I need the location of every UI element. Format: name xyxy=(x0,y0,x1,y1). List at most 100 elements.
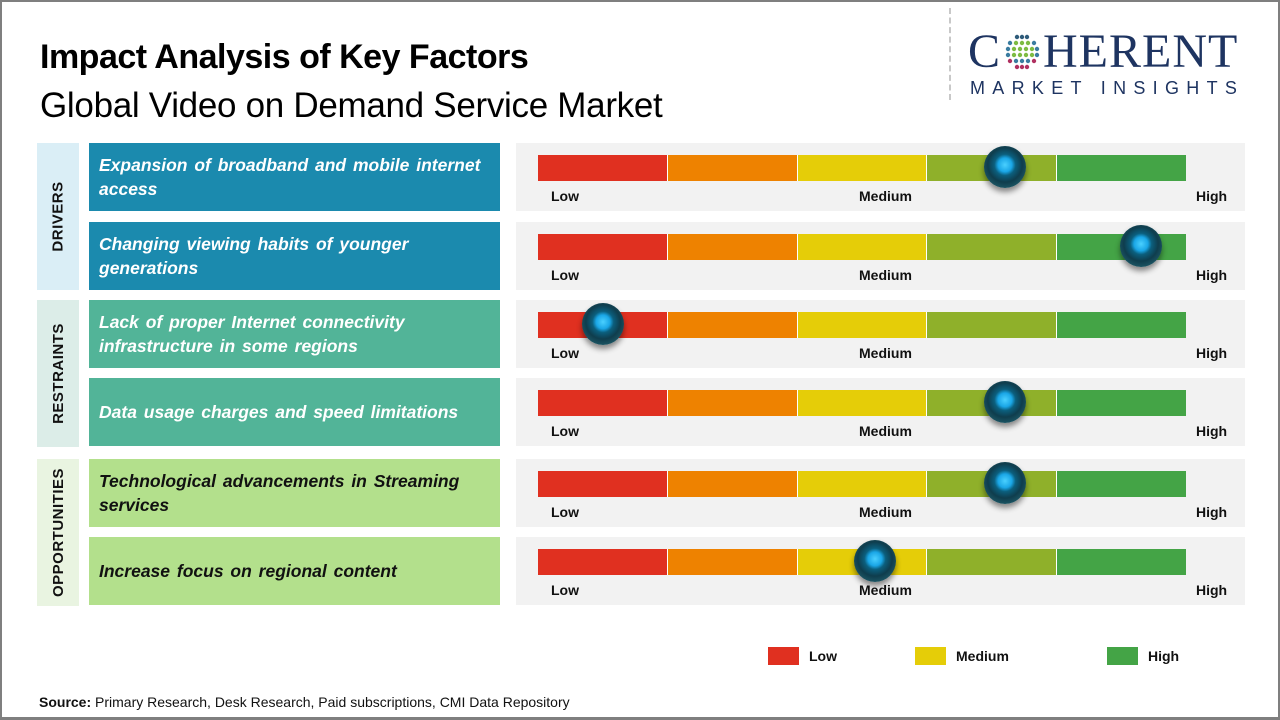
factor-box: Data usage charges and speed limitations xyxy=(89,378,500,446)
impact-meter: Low Medium High xyxy=(516,378,1245,446)
scale-segment xyxy=(797,390,928,416)
scale-segment xyxy=(797,155,928,181)
legend-item-high: High xyxy=(1107,647,1179,665)
scale-segment xyxy=(538,471,668,497)
scale-label-low: Low xyxy=(551,582,579,598)
scale-segment xyxy=(538,155,668,181)
scale-label-medium: Medium xyxy=(859,345,912,361)
scale-label-high: High xyxy=(1196,267,1228,283)
scale-label-low: Low xyxy=(551,423,579,439)
legend-swatch xyxy=(1107,647,1138,665)
factor-box: Expansion of broadband and mobile intern… xyxy=(89,143,500,211)
scale-segment xyxy=(667,312,798,338)
globe-dot xyxy=(1019,40,1025,46)
globe-dot xyxy=(1017,46,1023,52)
factor-text: Technological advancements in Streaming … xyxy=(99,471,460,515)
category-opportunities: OPPORTUNITIES xyxy=(37,459,79,606)
scale-segment xyxy=(667,155,798,181)
scale-label-medium: Medium xyxy=(859,582,912,598)
impact-scale-bar xyxy=(538,471,1186,497)
globe-dot xyxy=(1007,58,1013,64)
scale-label-high: High xyxy=(1196,582,1228,598)
factor-text: Increase focus on regional content xyxy=(99,561,397,581)
scale-segment xyxy=(797,234,928,260)
page-subtitle: Global Video on Demand Service Market xyxy=(40,86,663,125)
category-drivers: DRIVERS xyxy=(37,143,79,290)
scale-label-high: High xyxy=(1196,345,1228,361)
globe-dot xyxy=(1007,40,1013,46)
globe-dot xyxy=(1031,58,1037,64)
globe-dot xyxy=(1013,58,1019,64)
impact-indicator-knob xyxy=(983,462,1026,504)
scale-segment xyxy=(667,390,798,416)
factor-box: Increase focus on regional content xyxy=(89,537,500,605)
legend-item-medium: Medium xyxy=(915,647,1009,665)
impact-indicator-knob xyxy=(983,146,1026,188)
legend-label: Medium xyxy=(956,648,1009,664)
scale-segment xyxy=(927,312,1058,338)
globe-dot xyxy=(1034,46,1040,52)
category-label: RESTRAINTS xyxy=(49,323,67,424)
globe-dot xyxy=(1019,34,1025,40)
factor-box: Technological advancements in Streaming … xyxy=(89,459,500,527)
impact-scale-bar xyxy=(538,312,1186,338)
globe-dot xyxy=(1005,46,1011,52)
page-title: Impact Analysis of Key Factors xyxy=(40,38,529,76)
factor-box: Changing viewing habits of younger gener… xyxy=(89,222,500,290)
scale-segment xyxy=(927,234,1058,260)
globe-dot xyxy=(1023,52,1029,58)
impact-meter: Low Medium High xyxy=(516,300,1245,368)
globe-dot xyxy=(1023,46,1029,52)
globe-dot xyxy=(1011,46,1017,52)
globe-dot xyxy=(1024,64,1030,70)
source-note: Source: Primary Research, Desk Research,… xyxy=(39,694,570,710)
logo-tagline: MARKET INSIGHTS xyxy=(970,78,1245,98)
impact-scale-bar xyxy=(538,234,1186,260)
globe-dot xyxy=(1024,34,1030,40)
legend-item-low: Low xyxy=(768,647,837,665)
scale-segment xyxy=(927,549,1058,575)
factor-text: Expansion of broadband and mobile intern… xyxy=(99,155,481,199)
globe-dot xyxy=(1025,40,1031,46)
impact-indicator-knob xyxy=(581,303,624,345)
scale-segment xyxy=(1057,155,1186,181)
factor-text: Lack of proper Internet connectivity inf… xyxy=(99,312,405,356)
scale-label-low: Low xyxy=(551,188,579,204)
scale-label-medium: Medium xyxy=(859,188,912,204)
logo-wordmark: C HERENT xyxy=(968,25,1260,78)
impact-scale-bar xyxy=(538,390,1186,416)
scale-segment xyxy=(1057,390,1186,416)
scale-label-medium: Medium xyxy=(859,423,912,439)
scale-label-high: High xyxy=(1196,188,1228,204)
factor-box: Lack of proper Internet connectivity inf… xyxy=(89,300,500,368)
globe-dot xyxy=(1029,52,1035,58)
globe-dot xyxy=(1014,34,1020,40)
logo-letter-c: C xyxy=(968,25,1002,78)
globe-dot xyxy=(1019,64,1025,70)
legend-swatch xyxy=(915,647,946,665)
globe-dot xyxy=(1031,40,1037,46)
scale-segment xyxy=(1057,549,1186,575)
impact-indicator-knob xyxy=(1119,225,1162,267)
impact-indicator-knob xyxy=(983,381,1026,423)
company-logo: C HERENT MARKET INSIGHTS xyxy=(968,25,1260,99)
scale-segment xyxy=(1057,312,1186,338)
globe-dot xyxy=(1017,52,1023,58)
globe-dot xyxy=(1034,52,1040,58)
globe-dots-icon xyxy=(1005,34,1040,70)
globe-dot xyxy=(1014,64,1020,70)
source-text: Primary Research, Desk Research, Paid su… xyxy=(91,694,570,710)
legend-swatch xyxy=(768,647,799,665)
globe-dot xyxy=(1029,46,1035,52)
scale-segment xyxy=(538,234,668,260)
scale-label-medium: Medium xyxy=(859,504,912,520)
globe-dot xyxy=(1025,58,1031,64)
scale-segment xyxy=(797,312,928,338)
category-restraints: RESTRAINTS xyxy=(37,300,79,447)
category-label: DRIVERS xyxy=(49,181,67,252)
scale-segment xyxy=(667,549,798,575)
legend-label: High xyxy=(1148,648,1180,664)
scale-label-low: Low xyxy=(551,345,579,361)
scale-segment xyxy=(1057,471,1186,497)
